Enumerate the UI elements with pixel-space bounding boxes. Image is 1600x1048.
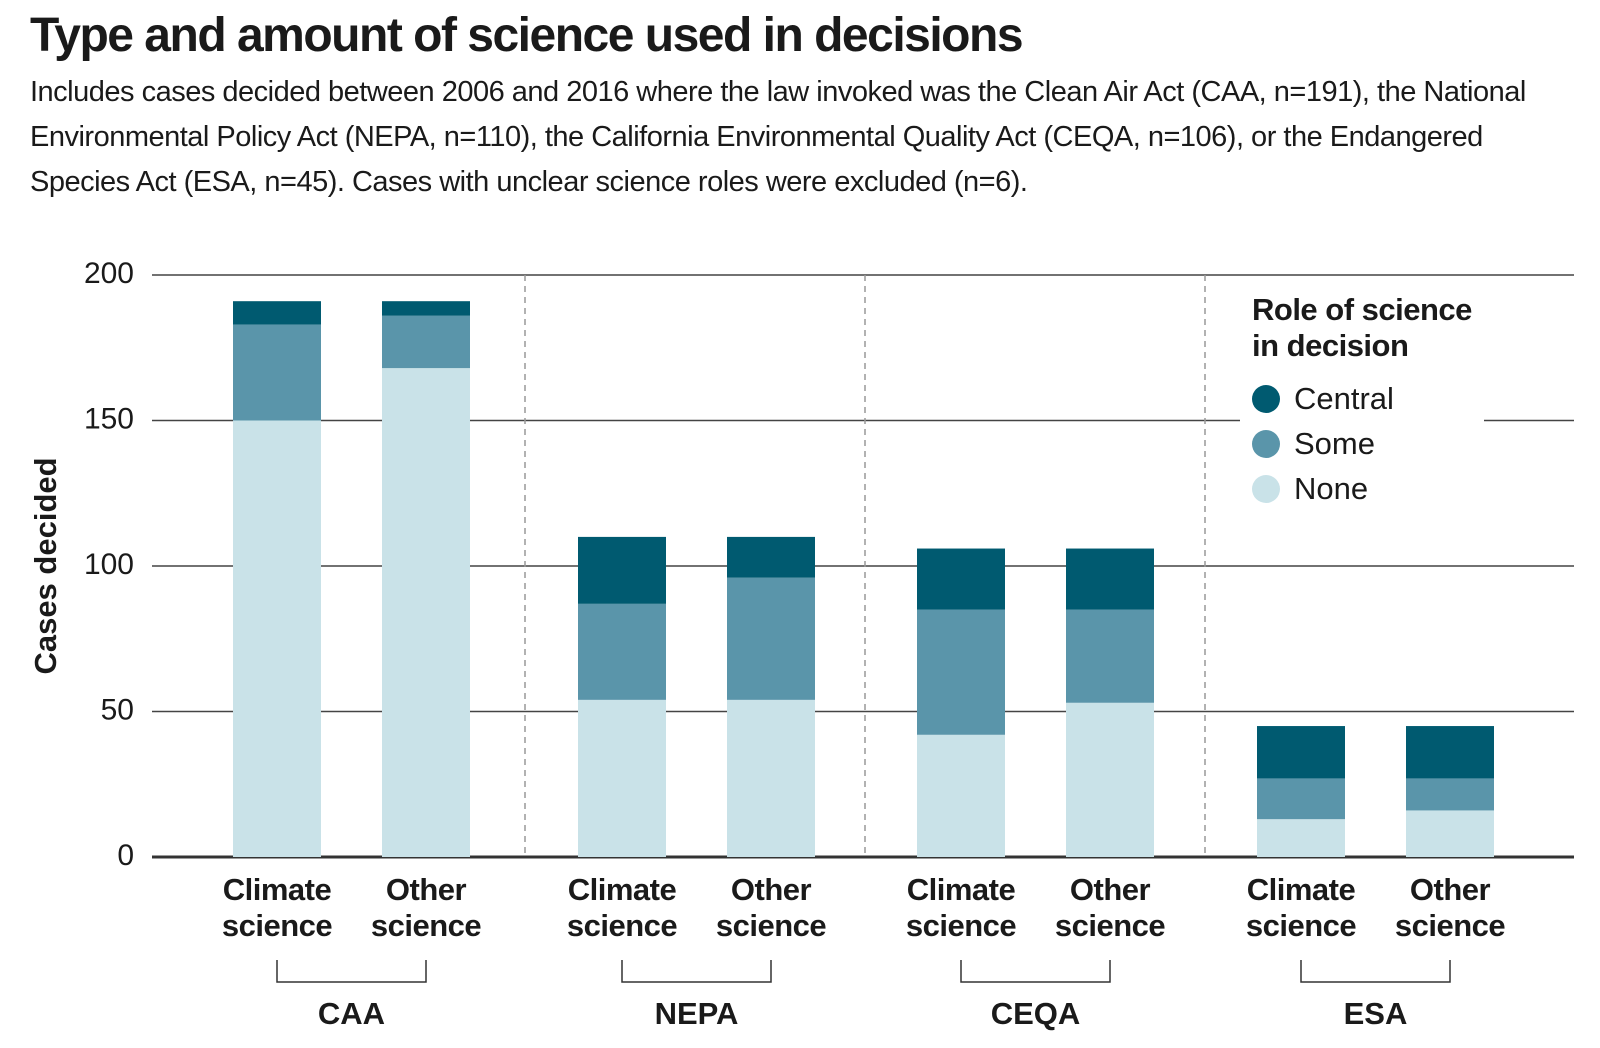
legend-label: None xyxy=(1294,470,1369,506)
bar-segment xyxy=(1406,810,1494,857)
group-label: NEPA xyxy=(654,996,739,1031)
group-bracket xyxy=(1300,960,1451,983)
group-bracket xyxy=(960,960,1111,983)
legend-title: Role of science in decision xyxy=(1252,292,1472,363)
bar-segment xyxy=(1066,609,1154,703)
bar-segment xyxy=(578,536,666,604)
bar-segment xyxy=(917,609,1005,735)
x-tick-label: Other science xyxy=(370,872,482,943)
group-label: CAA xyxy=(317,996,386,1031)
chart-title: Type and amount of science used in decis… xyxy=(30,9,1024,62)
y-tick-label: 50 xyxy=(101,693,134,726)
x-tick-label: Climate science xyxy=(221,872,333,943)
bar-segment xyxy=(1406,778,1494,811)
bar-segment xyxy=(578,603,666,700)
group-bracket xyxy=(276,960,427,983)
bar-segment xyxy=(578,699,666,857)
bar-segment xyxy=(233,324,321,421)
bar-segment xyxy=(1066,548,1154,610)
bar-segment xyxy=(1257,778,1345,820)
legend-swatch xyxy=(1252,429,1280,458)
group-bracket xyxy=(621,960,772,983)
x-tick-label: Other science xyxy=(1054,872,1166,943)
legend-label: Central xyxy=(1294,380,1394,416)
bar-segment xyxy=(1257,726,1345,779)
bar-segment xyxy=(727,577,815,700)
y-axis-label: Cases decided xyxy=(28,457,63,674)
group-label: CEQA xyxy=(990,996,1081,1031)
legend-item: None xyxy=(1252,466,1476,511)
bar-segment xyxy=(1406,726,1494,779)
legend-label: Some xyxy=(1294,425,1375,461)
bar-segment xyxy=(727,699,815,857)
bar-segment xyxy=(727,536,815,578)
y-tick-label: 100 xyxy=(84,548,134,581)
legend-swatch xyxy=(1252,384,1280,413)
x-tick-label: Climate science xyxy=(1245,872,1357,943)
bar-segment xyxy=(233,301,321,325)
x-tick-label: Climate science xyxy=(566,872,678,943)
x-tick-label: Other science xyxy=(715,872,827,943)
bar-segment xyxy=(382,301,470,316)
y-tick-label: 150 xyxy=(84,402,134,435)
bar-segment xyxy=(1257,819,1345,857)
chart-subtitle: Includes cases decided between 2006 and … xyxy=(30,76,1526,198)
bar-segment xyxy=(917,548,1005,610)
x-tick-label: Other science xyxy=(1394,872,1506,943)
bar-segment xyxy=(233,420,321,857)
bar-segment xyxy=(1066,702,1154,857)
legend-item: Central xyxy=(1252,376,1476,421)
x-tick-label: Climate science xyxy=(905,872,1017,943)
legend-swatch xyxy=(1252,474,1280,503)
bar-segment xyxy=(382,315,470,369)
bar-segment xyxy=(382,368,470,857)
group-label: ESA xyxy=(1343,996,1408,1031)
bar-segment xyxy=(917,734,1005,857)
y-tick-label: 200 xyxy=(84,257,134,290)
y-tick-label: 0 xyxy=(117,839,134,872)
legend-item: Some xyxy=(1252,421,1476,466)
legend: Role of science in decision Central Some N… xyxy=(1240,288,1484,521)
